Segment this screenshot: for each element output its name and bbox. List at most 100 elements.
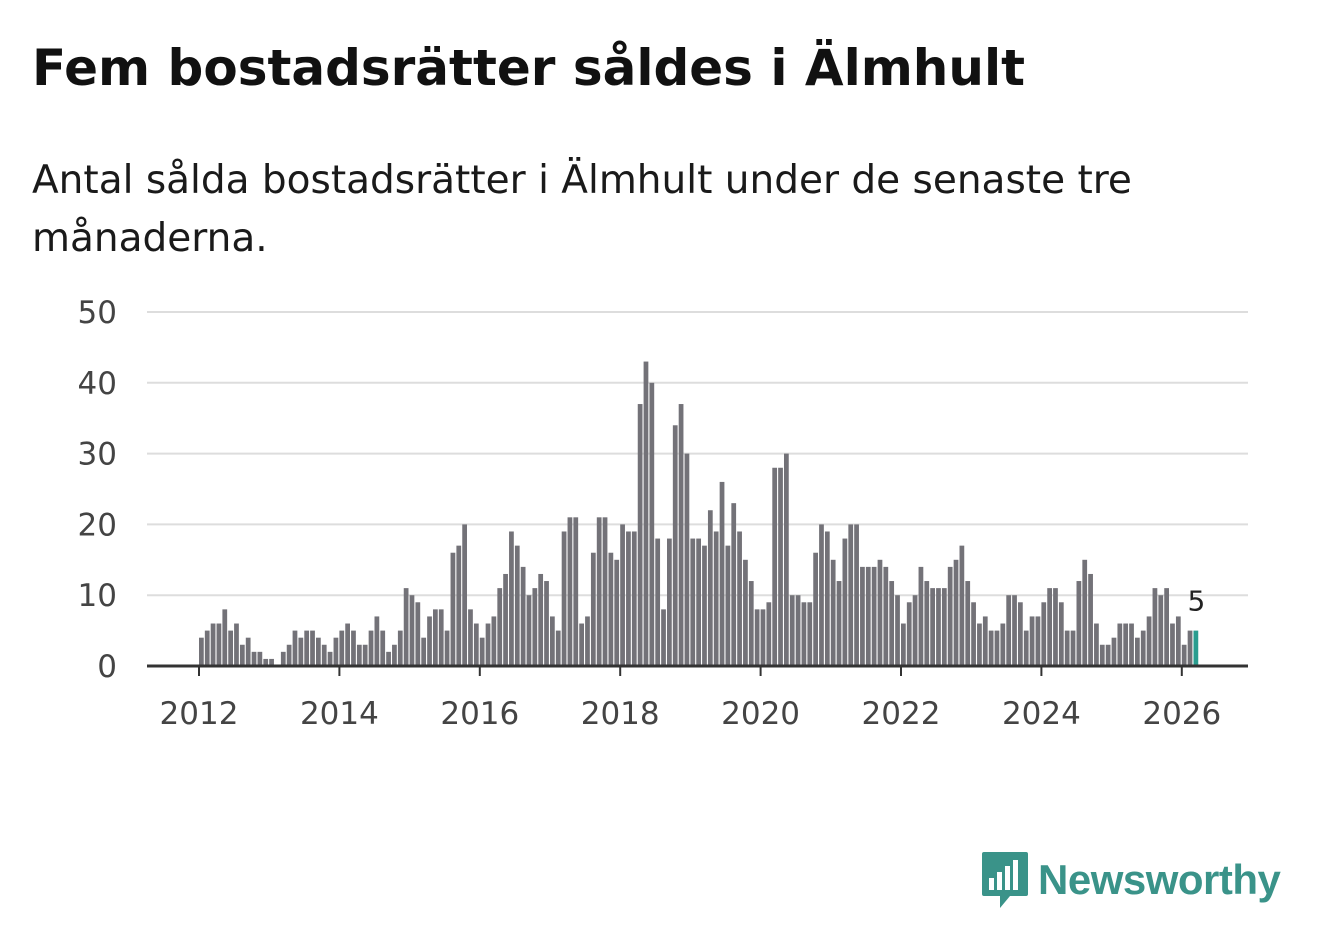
bar bbox=[509, 531, 514, 666]
bar bbox=[936, 588, 941, 666]
x-tick-label: 2014 bbox=[300, 696, 379, 732]
bar bbox=[538, 573, 544, 666]
bar bbox=[994, 630, 1000, 666]
bar bbox=[965, 581, 971, 666]
bar bbox=[590, 552, 596, 666]
bar bbox=[713, 531, 719, 666]
bar bbox=[345, 623, 350, 666]
gridlines bbox=[147, 311, 1248, 597]
y-tick-label: 30 bbox=[78, 437, 117, 473]
bar bbox=[380, 630, 386, 666]
bar bbox=[421, 637, 427, 666]
bar bbox=[520, 566, 526, 666]
bar bbox=[239, 644, 245, 666]
bar bbox=[906, 602, 912, 666]
bar bbox=[1193, 630, 1199, 666]
bar bbox=[1140, 630, 1146, 666]
bar bbox=[1041, 602, 1047, 666]
bar bbox=[544, 581, 549, 666]
bar bbox=[930, 588, 935, 666]
bar bbox=[778, 467, 783, 666]
x-tick-label: 2018 bbox=[581, 696, 660, 732]
bar bbox=[333, 637, 339, 666]
bar bbox=[602, 517, 608, 666]
bar bbox=[631, 531, 637, 666]
bar bbox=[485, 623, 491, 666]
bar-series bbox=[199, 361, 1199, 666]
bar bbox=[1047, 588, 1052, 666]
bar bbox=[754, 609, 760, 666]
bar bbox=[310, 630, 315, 666]
bar bbox=[356, 644, 362, 666]
bar bbox=[865, 566, 871, 666]
bar bbox=[204, 630, 210, 666]
bar bbox=[245, 637, 251, 666]
bar bbox=[977, 623, 982, 666]
bar bbox=[772, 467, 778, 666]
y-tick-label: 0 bbox=[97, 649, 117, 685]
bar bbox=[848, 524, 854, 666]
bar bbox=[1135, 637, 1140, 666]
y-tick-label: 50 bbox=[78, 295, 117, 331]
bar bbox=[1123, 623, 1129, 666]
bar bbox=[947, 566, 953, 666]
bar bbox=[678, 404, 684, 666]
bar bbox=[433, 609, 438, 666]
bar bbox=[801, 602, 807, 666]
bar bbox=[719, 481, 725, 666]
bar bbox=[737, 531, 742, 666]
bar bbox=[918, 566, 924, 666]
bar bbox=[321, 644, 327, 666]
bar bbox=[438, 609, 444, 666]
bar bbox=[257, 651, 263, 666]
x-tick-label: 2016 bbox=[440, 696, 519, 732]
bar bbox=[1111, 637, 1117, 666]
bar bbox=[883, 566, 889, 666]
bar bbox=[667, 538, 672, 666]
bar bbox=[1181, 644, 1187, 666]
x-tick-label: 2012 bbox=[160, 696, 239, 732]
bar bbox=[924, 581, 930, 666]
bar bbox=[251, 651, 257, 666]
bar bbox=[392, 644, 397, 666]
bar bbox=[228, 630, 233, 666]
bar bbox=[1170, 623, 1175, 666]
bar bbox=[1175, 616, 1181, 666]
bar bbox=[696, 538, 701, 666]
y-tick-label: 40 bbox=[78, 366, 117, 402]
bar bbox=[1058, 602, 1064, 666]
x-axis: 2012 2014 2016 2018 2020 2022 2024 2026 bbox=[147, 664, 1248, 732]
bar bbox=[941, 588, 947, 666]
bar bbox=[1164, 588, 1169, 666]
bar bbox=[327, 651, 333, 666]
bar bbox=[1035, 616, 1041, 666]
bar bbox=[702, 545, 707, 666]
bar bbox=[988, 630, 994, 666]
bar bbox=[1187, 630, 1193, 666]
bar bbox=[1018, 602, 1023, 666]
bar bbox=[585, 616, 590, 666]
bar bbox=[351, 630, 356, 666]
bar bbox=[561, 531, 567, 666]
bar bbox=[567, 517, 573, 666]
bar bbox=[649, 382, 655, 666]
bar bbox=[415, 602, 421, 666]
bar bbox=[263, 658, 269, 666]
bar bbox=[789, 595, 795, 666]
bar bbox=[1076, 581, 1082, 666]
bar bbox=[269, 658, 274, 666]
bar bbox=[514, 545, 520, 666]
x-tick-label: 2026 bbox=[1142, 696, 1221, 732]
bar bbox=[450, 552, 456, 666]
bar bbox=[456, 545, 462, 666]
bar bbox=[298, 637, 304, 666]
bar bbox=[555, 630, 561, 666]
x-tick-label: 2020 bbox=[721, 696, 800, 732]
bar bbox=[596, 517, 602, 666]
annotations: 5 bbox=[1188, 585, 1206, 618]
newsworthy-logo: Newsworthy bbox=[980, 850, 1281, 910]
bar bbox=[901, 623, 906, 666]
bar bbox=[550, 616, 555, 666]
bar bbox=[374, 616, 380, 666]
bar bbox=[234, 623, 239, 666]
